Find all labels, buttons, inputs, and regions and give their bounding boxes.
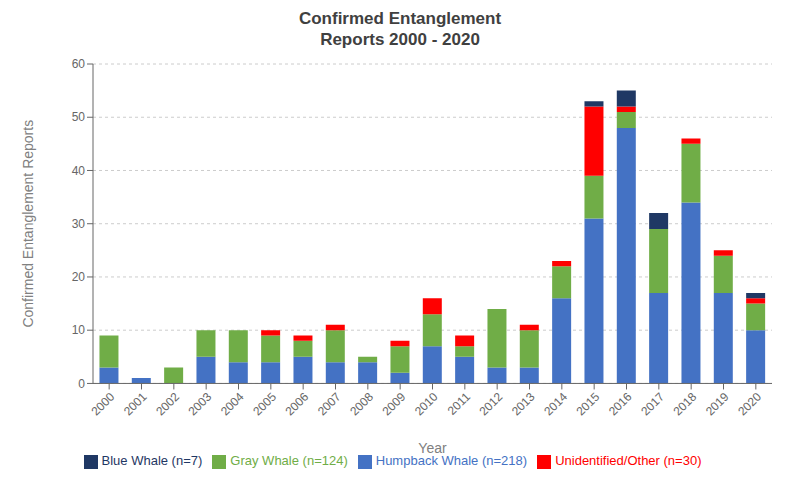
svg-text:2001: 2001 xyxy=(121,389,150,418)
svg-text:2017: 2017 xyxy=(638,389,667,418)
svg-text:2006: 2006 xyxy=(283,389,312,418)
svg-text:2011: 2011 xyxy=(445,389,473,417)
html-text:Unidentified/Other (n=30): Unidentified/Other (n=30) xyxy=(555,453,702,469)
svg-text:2003: 2003 xyxy=(186,389,215,418)
svg-text:20: 20 xyxy=(72,270,86,284)
svg-text:2004: 2004 xyxy=(218,389,247,418)
svg-text:2018: 2018 xyxy=(671,389,700,418)
svg-text:0: 0 xyxy=(78,377,85,391)
svg-text:60: 60 xyxy=(72,57,86,71)
svg-text:2014: 2014 xyxy=(541,389,570,418)
html-text:Blue Whale (n=7): Blue Whale (n=7) xyxy=(101,453,203,469)
svg-text:2002: 2002 xyxy=(153,389,182,418)
svg-text:2008: 2008 xyxy=(347,389,376,418)
svg-text:2013: 2013 xyxy=(509,389,538,418)
svg-text:10: 10 xyxy=(72,323,86,337)
svg-text:2009: 2009 xyxy=(380,389,409,418)
svg-text:Confirmed Entanglement Reports: Confirmed Entanglement Reports xyxy=(20,120,36,328)
html-text:Confirmed Entanglement: Confirmed Entanglement xyxy=(298,9,502,28)
svg-text:2010: 2010 xyxy=(412,389,441,418)
svg-text:2015: 2015 xyxy=(574,389,603,418)
html-text:Reports 2000 - 2020: Reports 2000 - 2020 xyxy=(320,30,480,49)
svg-text:Year: Year xyxy=(418,440,447,456)
svg-text:2019: 2019 xyxy=(703,389,732,418)
svg-text:30: 30 xyxy=(72,217,86,231)
svg-text:2012: 2012 xyxy=(477,389,506,418)
svg-text:2020: 2020 xyxy=(735,389,764,418)
svg-text:2007: 2007 xyxy=(315,389,344,418)
svg-text:40: 40 xyxy=(72,164,86,178)
html-text:Gray Whale (n=124): Gray Whale (n=124) xyxy=(230,453,348,469)
html-text:Humpback Whale (n=218): Humpback Whale (n=218) xyxy=(375,453,528,469)
svg-text:2000: 2000 xyxy=(89,389,118,418)
svg-text:2005: 2005 xyxy=(250,389,279,418)
svg-text:50: 50 xyxy=(72,110,86,124)
svg-text:2016: 2016 xyxy=(606,389,635,418)
